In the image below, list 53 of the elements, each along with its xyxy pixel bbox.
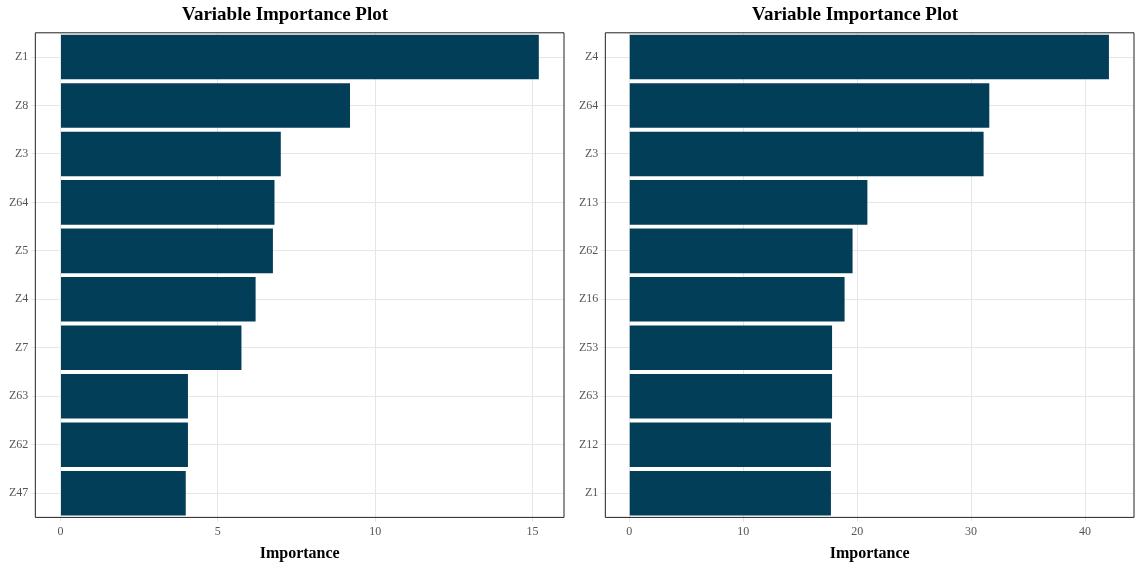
bar — [629, 180, 868, 225]
y-tick-label: Z4 — [584, 49, 599, 64]
bar — [61, 228, 273, 274]
y-tick-label: Z3 — [14, 146, 29, 161]
y-tick-label: Z8 — [14, 97, 29, 112]
bar — [629, 34, 1109, 80]
y-tick-label: Z1 — [584, 485, 599, 500]
y-tick-label: Z1 — [14, 49, 29, 64]
x-axis-title: Importance — [829, 543, 910, 562]
bar — [61, 83, 351, 128]
bar — [61, 470, 186, 516]
bar — [629, 277, 845, 322]
y-tick-label: Z47 — [8, 485, 29, 500]
x-tick-label: 40 — [1079, 523, 1092, 538]
y-tick-label: Z3 — [584, 146, 599, 161]
y-tick-label: Z4 — [14, 291, 29, 306]
x-tick-label: 10 — [737, 523, 750, 538]
y-tick-label: Z63 — [578, 388, 599, 403]
x-tick-label: 30 — [965, 523, 978, 538]
bar — [629, 422, 831, 467]
x-tick-label: 10 — [369, 523, 382, 538]
bar — [629, 228, 853, 274]
x-tick-label: 5 — [214, 523, 221, 538]
y-tick-label: Z7 — [14, 339, 29, 354]
chart-title: Variable Importance Plot — [751, 3, 959, 25]
bar — [629, 325, 833, 371]
x-tick-label: 15 — [526, 523, 539, 538]
bar — [629, 131, 984, 177]
bar — [61, 373, 188, 419]
bar — [61, 131, 281, 177]
y-tick-label: Z64 — [8, 194, 29, 209]
x-tick-label: 0 — [57, 523, 64, 538]
bar — [61, 34, 539, 80]
y-tick-label: Z64 — [578, 97, 599, 112]
x-axis-title: Importance — [259, 543, 340, 562]
y-tick-label: Z16 — [578, 291, 599, 306]
y-tick-label: Z62 — [8, 436, 29, 451]
y-tick-label: Z62 — [578, 243, 599, 258]
bar — [61, 277, 256, 322]
y-tick-label: Z12 — [578, 436, 599, 451]
bar — [61, 422, 188, 467]
bar — [629, 83, 990, 128]
y-tick-label: Z63 — [8, 388, 29, 403]
x-tick-label: 20 — [851, 523, 864, 538]
bar — [61, 180, 275, 225]
y-tick-label: Z53 — [578, 339, 599, 354]
chart-title: Variable Importance Plot — [181, 3, 389, 25]
y-tick-label: Z13 — [578, 194, 599, 209]
x-tick-label: 0 — [626, 523, 633, 538]
bar — [61, 325, 242, 371]
y-tick-label: Z5 — [14, 243, 29, 258]
bar — [629, 470, 831, 516]
bar — [629, 373, 833, 419]
